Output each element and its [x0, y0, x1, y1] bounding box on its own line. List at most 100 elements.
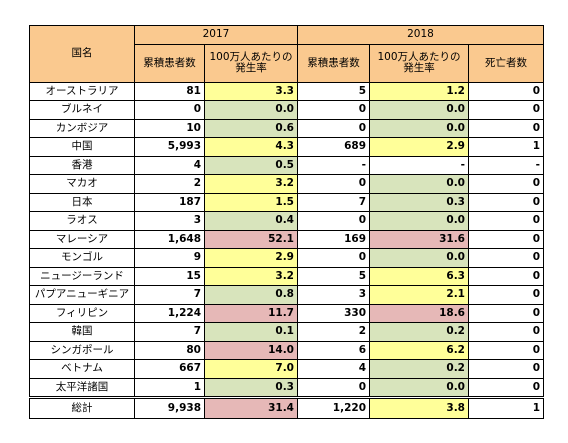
value-cell: 9,938 [134, 396, 205, 419]
value-cell: 0.8 [204, 285, 298, 305]
value-cell: 52.1 [204, 229, 298, 249]
value-cell: 3.3 [204, 81, 298, 101]
table-row: モンゴル 9 2.9 0 0.0 0 [29, 248, 544, 268]
country-cell: シンガポール [29, 340, 135, 360]
value-cell: 0 [297, 377, 370, 398]
value-cell: 0 [468, 322, 544, 342]
value-cell: - [468, 155, 544, 175]
value-cell: 11.7 [204, 303, 298, 323]
value-cell: 0.0 [369, 211, 469, 231]
value-cell: 0 [468, 100, 544, 120]
value-cell: 31.6 [369, 229, 469, 249]
value-cell: 14.0 [204, 340, 298, 360]
value-cell: 0.2 [369, 322, 469, 342]
value-cell: 1,648 [134, 229, 205, 249]
column-header: 死亡者数 [468, 43, 544, 83]
table-row: パプアニューギニア 7 0.8 3 2.1 0 [29, 285, 544, 305]
value-cell: 0 [297, 100, 370, 120]
table-row: 韓国 7 0.1 2 0.2 0 [29, 322, 544, 342]
value-cell: 4 [134, 155, 205, 175]
value-cell: 3.8 [369, 396, 469, 419]
value-cell: 0.3 [204, 377, 298, 398]
value-cell: 7.0 [204, 359, 298, 379]
value-cell: 1 [468, 396, 544, 419]
value-cell: 0 [468, 285, 544, 305]
value-cell: 0 [297, 248, 370, 268]
value-cell: 7 [297, 192, 370, 212]
value-cell: 1.2 [369, 81, 469, 101]
table-row: 香港 4 0.5- - - [29, 155, 544, 175]
value-cell: 1,224 [134, 303, 205, 323]
table-row: 太平洋諸国 1 0.3 0 0.0 0 [29, 377, 544, 398]
table-row: ブルネイ 0 0.0 0 0.0 0 [29, 100, 544, 120]
value-cell: 6 [297, 340, 370, 360]
value-cell: 6.3 [369, 266, 469, 286]
value-cell: 80 [134, 340, 205, 360]
value-cell: 689 [297, 137, 370, 157]
country-cell: 韓国 [29, 322, 135, 342]
value-cell: 0 [297, 118, 370, 138]
country-cell: 中国 [29, 137, 135, 157]
value-cell: 0.0 [204, 100, 298, 120]
value-cell: 31.4 [204, 396, 298, 419]
value-cell: 4.3 [204, 137, 298, 157]
value-cell: 1 [468, 137, 544, 157]
table-row: ベトナム 667 7.0 4 0.2 0 [29, 359, 544, 379]
column-header: 累積患者数 [297, 43, 370, 83]
table-row: 日本 187 1.5 7 0.3 0 [29, 192, 544, 212]
value-cell: 0.2 [369, 359, 469, 379]
country-cell: ラオス [29, 211, 135, 231]
value-cell: 0.0 [369, 248, 469, 268]
value-cell: 0 [468, 266, 544, 286]
value-cell: 0.0 [369, 100, 469, 120]
value-cell: 1,220 [297, 396, 370, 419]
table-wrapper: 国名 2017 2018 累積患者数 100万人あたりの発生率 累積患者数 100万人… [29, 25, 544, 419]
value-cell: 6.2 [369, 340, 469, 360]
value-cell: 0.6 [204, 118, 298, 138]
value-cell: 2 [134, 174, 205, 194]
country-cell: 太平洋諸国 [29, 377, 135, 398]
value-cell: - [297, 155, 370, 175]
value-cell: 0.0 [369, 174, 469, 194]
value-cell: 0 [468, 211, 544, 231]
value-cell: 3 [297, 285, 370, 305]
total-row: 総計 9,938 31.4 1,220 3.8 1 [29, 396, 544, 419]
value-cell: 0 [468, 229, 544, 249]
value-cell: 1 [134, 377, 205, 398]
country-cell: パプアニューギニア [29, 285, 135, 305]
country-header: 国名 [29, 25, 135, 83]
year-header: 2018 [297, 25, 544, 45]
value-cell: 5,993 [134, 137, 205, 157]
value-cell: 0 [468, 359, 544, 379]
value-cell: 169 [297, 229, 370, 249]
value-cell: 187 [134, 192, 205, 212]
value-cell: 0.3 [369, 192, 469, 212]
column-header: 累積患者数 [134, 43, 205, 83]
country-cell: ブルネイ [29, 100, 135, 120]
value-cell: 0 [468, 192, 544, 212]
value-cell: 18.6 [369, 303, 469, 323]
value-cell: 0.0 [369, 118, 469, 138]
value-cell: 10 [134, 118, 205, 138]
column-header: 100万人あたりの発生率 [369, 43, 469, 83]
country-cell: 総計 [29, 396, 135, 419]
data-table: 国名 2017 2018 累積患者数 100万人あたりの発生率 累積患者数 100万人… [29, 25, 544, 419]
value-cell: 0 [468, 248, 544, 268]
country-cell: モンゴル [29, 248, 135, 268]
country-cell: ニュージーランド [29, 266, 135, 286]
value-cell: 15 [134, 266, 205, 286]
column-header: 100万人あたりの発生率 [204, 43, 298, 83]
value-cell: 4 [297, 359, 370, 379]
value-cell: 330 [297, 303, 370, 323]
country-cell: オーストラリア [29, 81, 135, 101]
value-cell: 2.9 [369, 137, 469, 157]
value-cell: 0.1 [204, 322, 298, 342]
value-cell: 9 [134, 248, 205, 268]
year-header: 2017 [134, 25, 298, 45]
value-cell: - [369, 155, 469, 175]
table-row: カンボジア 10 0.6 0 0.0 0 [29, 118, 544, 138]
country-cell: カンボジア [29, 118, 135, 138]
value-cell: 3.2 [204, 266, 298, 286]
value-cell: 0 [297, 211, 370, 231]
country-cell: 日本 [29, 192, 135, 212]
